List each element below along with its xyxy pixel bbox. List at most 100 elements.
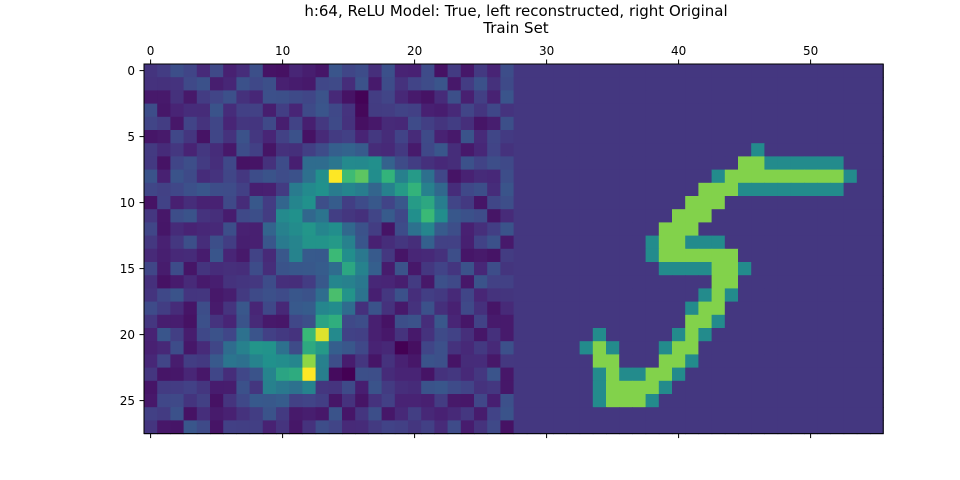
heatmap-cell: [632, 77, 647, 91]
heatmap-cell: [381, 341, 396, 355]
heatmap-cell: [394, 314, 409, 329]
heatmap-cell: [672, 420, 686, 435]
heatmap-cell: [685, 77, 699, 91]
heatmap-cell: [183, 248, 198, 263]
heatmap-cell: [645, 103, 660, 118]
heatmap-cell: [249, 407, 264, 421]
heatmap-cell: [764, 182, 779, 197]
heatmap-cell: [210, 103, 224, 118]
heatmap-cell: [711, 288, 726, 303]
heatmap-cell: [698, 380, 713, 395]
heatmap-cell: [645, 77, 660, 91]
heatmap-cell: [196, 182, 211, 197]
heatmap-cell: [368, 130, 383, 144]
heatmap-cell: [566, 130, 581, 144]
heatmap-cell: [553, 169, 567, 184]
heatmap-cell: [144, 235, 158, 250]
heatmap-cell: [170, 328, 185, 342]
heatmap-cell: [870, 354, 884, 369]
heatmap-cell: [302, 90, 317, 105]
heatmap-cell: [447, 209, 462, 223]
heatmap-cell: [276, 380, 290, 395]
heatmap-cell: [500, 222, 515, 237]
heatmap-cell: [196, 262, 211, 276]
heatmap-cell: [328, 380, 343, 395]
heatmap-cell: [566, 222, 581, 237]
heatmap-cell: [804, 367, 818, 382]
heatmap-cell: [817, 262, 831, 276]
heatmap-cell: [658, 156, 673, 171]
heatmap-cell: [170, 209, 185, 223]
heatmap-cell: [355, 275, 369, 289]
heatmap-cell: [553, 116, 567, 131]
heatmap-cell: [144, 367, 158, 382]
heatmap-cell: [474, 328, 488, 342]
heatmap-cell: [751, 394, 765, 408]
heatmap-cell: [408, 209, 422, 223]
heatmap-cell: [540, 90, 554, 105]
heatmap-cell: [566, 64, 581, 78]
heatmap-cell: [421, 235, 435, 250]
heatmap-cell: [751, 156, 765, 171]
heatmap-cell: [421, 182, 435, 197]
heatmap-cell: [421, 328, 435, 342]
heatmap-cell: [632, 196, 647, 210]
heatmap-cell: [751, 182, 765, 197]
heatmap-cell: [474, 407, 488, 421]
heatmap-cell: [196, 354, 211, 369]
heatmap-cell: [328, 420, 343, 435]
heatmap-cell: [210, 156, 224, 171]
heatmap-cell: [368, 407, 383, 421]
heatmap-cell: [738, 182, 752, 197]
heatmap-cell: [183, 341, 198, 355]
heatmap-cell: [817, 90, 831, 105]
heatmap-cell: [724, 209, 739, 223]
heatmap-cell: [606, 90, 620, 105]
heatmap-cell: [724, 341, 739, 355]
heatmap-cell: [394, 275, 409, 289]
heatmap-cell: [421, 116, 435, 131]
heatmap-cell: [724, 116, 739, 131]
heatmap-cell: [328, 209, 343, 223]
heatmap-cell: [262, 328, 277, 342]
heatmap-cell: [236, 420, 251, 435]
heatmap-cell: [592, 314, 607, 329]
heatmap-cell: [553, 354, 567, 369]
heatmap-cell: [302, 196, 317, 210]
heatmap-cell: [870, 182, 884, 197]
heatmap-cell: [764, 64, 779, 78]
heatmap-cell: [526, 235, 541, 250]
heatmap-cell: [421, 222, 435, 237]
heatmap-cell: [619, 156, 633, 171]
heatmap-cell: [764, 394, 779, 408]
heatmap-cell: [645, 262, 660, 276]
heatmap-cell: [856, 380, 871, 395]
heatmap-cell: [421, 420, 435, 435]
heatmap-cell: [302, 262, 317, 276]
heatmap-cell: [817, 407, 831, 421]
heatmap-cell: [474, 314, 488, 329]
heatmap-cell: [645, 130, 660, 144]
heatmap-cell: [170, 196, 185, 210]
heatmap-cell: [302, 341, 317, 355]
heatmap-cell: [698, 196, 713, 210]
heatmap-cell: [830, 262, 845, 276]
heatmap-cell: [526, 182, 541, 197]
heatmap-cell: [262, 341, 277, 355]
heatmap-cell: [447, 235, 462, 250]
heatmap-cell: [804, 209, 818, 223]
heatmap-cell: [487, 288, 501, 303]
heatmap-cell: [447, 380, 462, 395]
heatmap-cell: [553, 394, 567, 408]
heatmap-cell: [196, 341, 211, 355]
heatmap-cell: [830, 182, 845, 197]
heatmap-cell: [328, 143, 343, 157]
heatmap-cell: [170, 420, 185, 435]
heatmap-cell: [289, 130, 303, 144]
heatmap-cell: [843, 314, 858, 329]
heatmap-cell: [619, 380, 633, 395]
heatmap-cell: [355, 354, 369, 369]
heatmap-cell: [170, 143, 185, 157]
heatmap-cell: [394, 262, 409, 276]
heatmap-cell: [474, 275, 488, 289]
